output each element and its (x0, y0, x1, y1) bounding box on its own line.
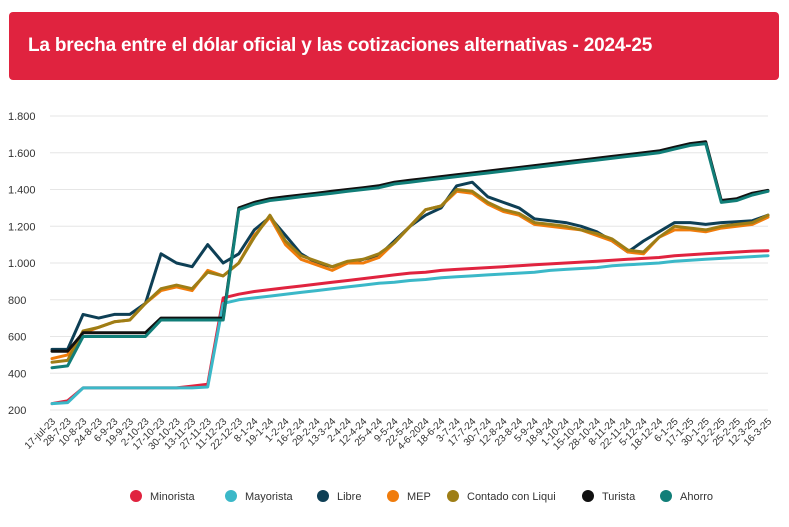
legend-marker-contado-con-liqui (447, 490, 459, 502)
legend-marker-mep (387, 490, 399, 502)
y-tick-label: 1.800 (8, 111, 36, 123)
y-tick-label: 1.000 (8, 258, 36, 270)
series-lines (50, 140, 770, 406)
legend-marker-libre (317, 490, 329, 502)
title-banner: La brecha entre el dólar oficial y las c… (9, 12, 779, 80)
chart-title: La brecha entre el dólar oficial y las c… (28, 35, 653, 56)
series-line-mayorista (50, 254, 770, 406)
legend-label-minorista: Minorista (150, 491, 196, 503)
legend-marker-ahorro (660, 490, 672, 502)
legend-label-turista: Turista (602, 491, 636, 503)
series-line-mep (50, 189, 770, 361)
series-line-libre (50, 180, 770, 351)
y-tick-label: 800 (8, 295, 26, 307)
y-tick-label: 600 (8, 332, 26, 344)
legend-marker-minorista (130, 490, 142, 502)
y-tick-label: 400 (8, 368, 26, 380)
series-line-minorista (50, 249, 770, 406)
legend-label-libre: Libre (337, 491, 361, 503)
legend-marker-turista (582, 490, 594, 502)
series-line-contado-con-liqui (50, 188, 770, 364)
legend-label-mayorista: Mayorista (245, 491, 294, 503)
y-tick-label: 1.200 (8, 221, 36, 233)
series-line-ahorro (50, 142, 770, 370)
legend: Minorista Mayorista Libre MEP Contado con Li… (130, 490, 713, 503)
y-tick-label: 1.400 (8, 185, 36, 197)
legend-label-ahorro: Ahorro (680, 491, 713, 503)
series-line-turista (50, 140, 770, 353)
legend-marker-mayorista (225, 490, 237, 502)
legend-label-mep: MEP (407, 491, 431, 503)
x-axis-ticks: 17-jul-2328-7-2310-8-2324-8-236-9-2319-9… (23, 416, 775, 452)
legend-label-contado-con-liqui: Contado con Liqui (467, 491, 556, 503)
y-axis-ticks: 200 400 600 800 1.000 1.200 1.400 1.600 1.800 (8, 111, 36, 417)
y-tick-label: 1.600 (8, 148, 36, 160)
y-tick-label: 200 (8, 405, 26, 417)
